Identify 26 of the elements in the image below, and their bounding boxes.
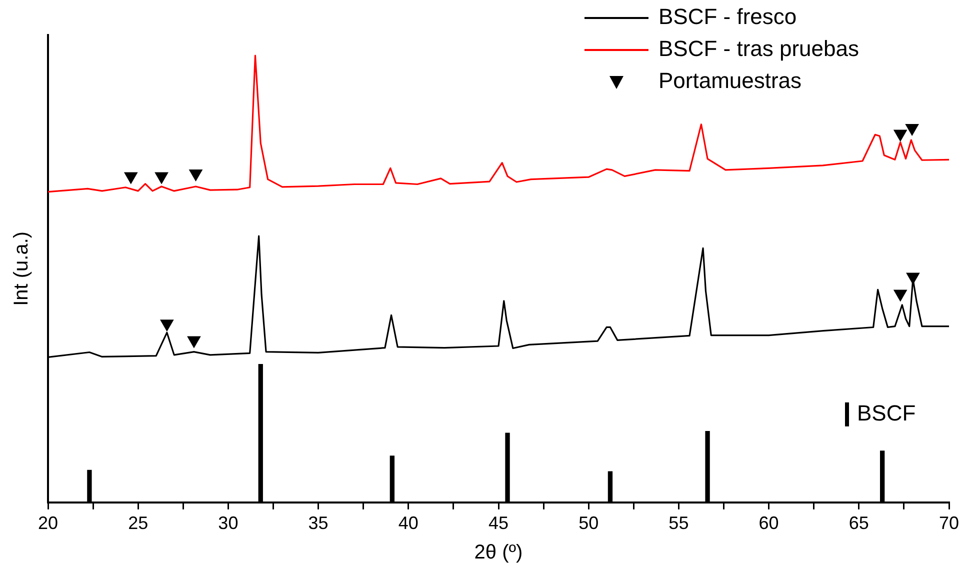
point [905,124,919,136]
x-tick-label: 45 [488,513,509,534]
y-axis-title: Int (u.a.) [10,231,33,306]
x-tick-label: 70 [938,513,960,534]
x-tick-label: 30 [218,513,238,534]
point [189,170,202,182]
x-tick-label: 40 [398,513,418,534]
point [894,290,907,302]
x-tick-label: 55 [668,513,689,534]
point [124,172,138,184]
point [187,336,201,348]
x-tick-label: 50 [578,513,599,534]
point [906,272,920,284]
x-tick-label: 65 [848,513,869,534]
legend-label: BSCF - fresco [658,4,797,30]
point [894,130,907,142]
legend-label: BSCF - tras pruebas [658,36,859,62]
point [160,320,174,332]
x-tick-label: 60 [758,513,779,534]
x-tick-label: 20 [38,513,58,534]
legend-label: BSCF [857,400,916,426]
x-tick-label: 35 [308,513,328,534]
legend-label: Portamuestras [658,68,802,94]
point [154,172,168,184]
x-tick-label: 25 [128,513,148,534]
x-axis-title: 2θ (º) [474,542,523,564]
